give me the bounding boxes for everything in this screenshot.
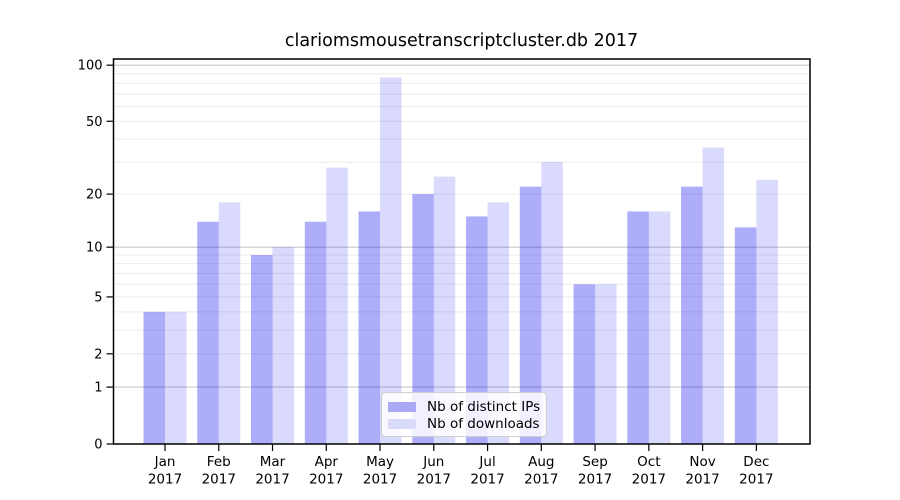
bar-distinct-ips-apr	[304, 221, 327, 444]
x-tick-label-year-dec: 2017	[739, 472, 773, 488]
legend-item-downloads: Nb of downloads	[388, 415, 546, 432]
x-tick-label-month-dec: Dec	[743, 454, 769, 470]
x-tick-label-year-sep: 2017	[578, 472, 612, 488]
y-tick-label-2: 2	[94, 347, 102, 362]
x-tick-label-month-sep: Sep	[582, 454, 607, 470]
plot-box	[112, 58, 811, 445]
bar-distinct-ips-mar	[251, 255, 273, 444]
x-tick-label-year-nov: 2017	[685, 472, 719, 488]
bar-downloads-may	[380, 77, 402, 445]
y-tick-label-50: 50	[86, 115, 103, 130]
y-tick-label-1: 1	[94, 381, 102, 396]
bar-downloads-apr	[326, 167, 348, 445]
x-tick-label-month-feb: Feb	[207, 454, 231, 470]
x-tick-label-month-nov: Nov	[689, 454, 715, 470]
y-tick-label-5: 5	[94, 290, 102, 305]
x-tick-label-month-may: May	[366, 454, 394, 470]
x-tick-label-year-jun: 2017	[417, 472, 451, 488]
bar-distinct-ips-sep	[573, 284, 596, 444]
x-tick-label-year-may: 2017	[363, 472, 397, 488]
bar-downloads-nov	[702, 147, 725, 445]
y-tick-label-0: 0	[94, 438, 102, 453]
x-tick-label-month-aug: Aug	[528, 454, 554, 470]
bar-distinct-ips-oct	[627, 211, 649, 444]
bar-downloads-sep	[595, 284, 617, 444]
legend-label-downloads: Nb of downloads	[427, 415, 540, 432]
x-tick-label-month-oct: Oct	[637, 454, 660, 470]
bar-downloads-oct	[648, 211, 671, 444]
legend-swatch-distinct-ips	[388, 401, 416, 412]
x-tick-label-month-jul: Jul	[478, 454, 495, 470]
legend-swatch-downloads	[388, 418, 416, 429]
bar-distinct-ips-aug	[519, 186, 542, 444]
bar-distinct-ips-nov	[681, 186, 703, 444]
x-tick-label-month-jun: Jun	[422, 454, 444, 470]
x-tick-label-year-jan: 2017	[148, 472, 182, 488]
x-tick-label-month-apr: Apr	[315, 454, 339, 470]
bar-distinct-ips-dec	[734, 227, 757, 444]
x-tick-label-year-aug: 2017	[524, 472, 558, 488]
bar-distinct-ips-jul	[466, 216, 488, 444]
bar-downloads-dec	[756, 179, 778, 445]
x-tick-label-year-feb: 2017	[202, 472, 236, 488]
y-tick-label-100: 100	[78, 59, 103, 74]
bar-downloads-jul	[487, 202, 510, 444]
bar-downloads-feb	[218, 202, 241, 444]
bar-distinct-ips-may	[358, 211, 381, 444]
bar-distinct-ips-jun	[412, 194, 434, 444]
x-tick-label-month-mar: Mar	[260, 454, 286, 470]
y-tick-label-10: 10	[86, 241, 103, 256]
bar-distinct-ips-feb	[197, 221, 219, 444]
legend-item-distinct-ips: Nb of distinct IPs	[388, 398, 546, 415]
x-tick-label-month-jan: Jan	[154, 454, 176, 470]
chart-title: clariomsmousetranscriptcluster.db 2017	[284, 31, 639, 51]
bar-distinct-ips-jan	[143, 311, 165, 444]
y-tick-label-20: 20	[86, 188, 103, 203]
x-tick-label-year-oct: 2017	[632, 472, 666, 488]
bar-downloads-jun	[433, 176, 456, 444]
bar-downloads-jan	[165, 311, 187, 444]
x-tick-label-year-apr: 2017	[309, 472, 343, 488]
bar-downloads-aug	[541, 162, 563, 444]
x-tick-label-year-jul: 2017	[470, 472, 504, 488]
x-tick-label-year-mar: 2017	[255, 472, 289, 488]
bar-downloads-mar	[272, 247, 295, 444]
legend-label-distinct-ips: Nb of distinct IPs	[427, 398, 541, 415]
legend: Nb of distinct IPs Nb of downloads	[381, 392, 547, 437]
